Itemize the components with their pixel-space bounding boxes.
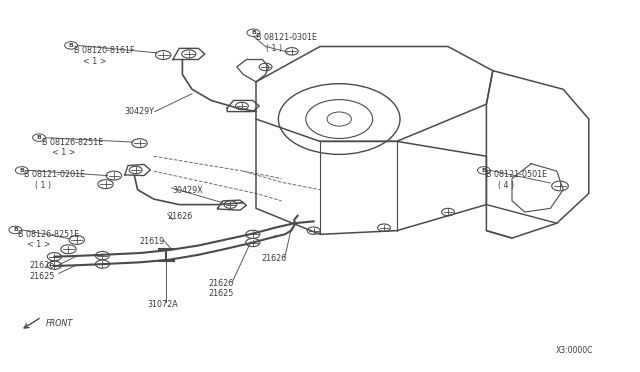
Text: 30429Y: 30429Y: [125, 107, 155, 116]
Text: B: B: [251, 30, 256, 35]
Text: 21626: 21626: [208, 279, 233, 288]
Text: ( 4 ): ( 4 ): [498, 181, 514, 190]
Text: < 1 >: < 1 >: [52, 148, 76, 157]
Text: B 08121-0201E: B 08121-0201E: [24, 170, 86, 179]
Text: B 08121-0301E: B 08121-0301E: [256, 33, 317, 42]
Text: < 1 >: < 1 >: [27, 240, 51, 249]
Text: ( 1 ): ( 1 ): [35, 181, 51, 190]
Text: 30429X: 30429X: [173, 186, 204, 195]
Text: 21625: 21625: [208, 289, 234, 298]
Text: B: B: [68, 43, 74, 48]
Text: B: B: [36, 135, 42, 140]
Text: 21626: 21626: [168, 212, 193, 221]
Text: 31072A: 31072A: [147, 300, 178, 309]
Text: B 08126-8251E: B 08126-8251E: [42, 138, 103, 147]
Text: 21625: 21625: [29, 272, 55, 280]
Text: B 08120-8161F: B 08120-8161F: [74, 46, 134, 55]
Text: B: B: [13, 227, 18, 232]
Text: B: B: [481, 168, 486, 173]
Text: 21626: 21626: [29, 262, 54, 270]
Text: B 08126-8251E: B 08126-8251E: [18, 230, 79, 239]
Text: ( 1 ): ( 1 ): [266, 44, 282, 53]
Text: < 1 >: < 1 >: [83, 57, 107, 66]
Text: X3:0000C: X3:0000C: [556, 346, 593, 355]
Text: B 08121-0501E: B 08121-0501E: [486, 170, 548, 179]
Text: B: B: [19, 168, 24, 173]
Text: 21626: 21626: [261, 254, 286, 263]
Text: 21619: 21619: [140, 237, 164, 246]
Text: FRONT: FRONT: [46, 319, 74, 328]
